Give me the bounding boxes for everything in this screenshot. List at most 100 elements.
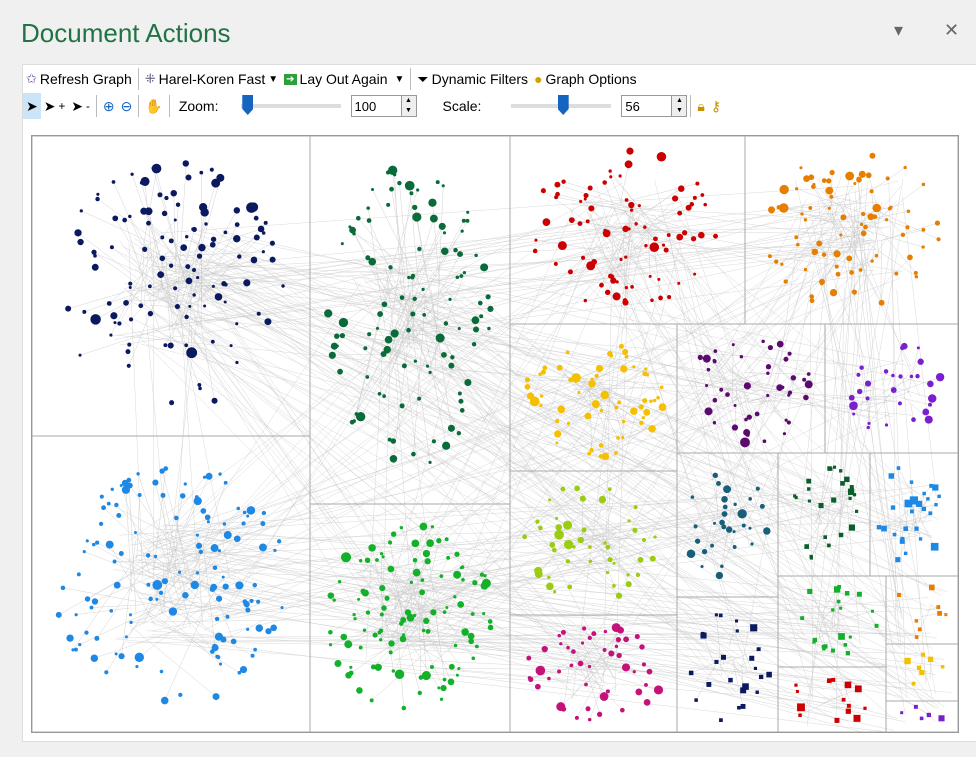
graph-vertex[interactable] <box>823 644 828 649</box>
graph-vertex[interactable] <box>577 221 583 227</box>
graph-vertex[interactable] <box>588 205 595 212</box>
graph-vertex[interactable] <box>591 258 598 265</box>
graph-vertex[interactable] <box>553 590 557 594</box>
graph-vertex[interactable] <box>934 220 941 226</box>
graph-vertex[interactable] <box>263 220 268 225</box>
graph-vertex[interactable] <box>808 206 813 210</box>
graph-vertex[interactable] <box>169 400 175 406</box>
graph-vertex[interactable] <box>737 705 741 710</box>
graph-vertex[interactable] <box>848 394 855 401</box>
graph-vertex[interactable] <box>624 160 633 169</box>
graph-vertex[interactable] <box>126 477 132 483</box>
graph-vertex[interactable] <box>579 199 583 204</box>
graph-vertex[interactable] <box>155 597 159 601</box>
graph-vertex[interactable] <box>448 297 452 302</box>
graph-vertex[interactable] <box>241 521 246 526</box>
graph-vertex[interactable] <box>404 180 415 191</box>
graph-vertex[interactable] <box>439 223 444 227</box>
graph-vertex[interactable] <box>242 510 247 515</box>
graph-vertex[interactable] <box>158 590 164 595</box>
graph-vertex[interactable] <box>566 645 570 650</box>
graph-vertex[interactable] <box>94 635 100 641</box>
graph-vertex[interactable] <box>700 565 704 569</box>
graph-vertex[interactable] <box>137 492 142 497</box>
graph-vertex[interactable] <box>253 234 260 241</box>
graph-vertex[interactable] <box>826 178 832 184</box>
scale-slider-thumb[interactable] <box>557 95 569 115</box>
graph-vertex[interactable] <box>574 715 579 720</box>
graph-vertex[interactable] <box>109 333 113 337</box>
graph-vertex[interactable] <box>409 580 414 584</box>
graph-vertex[interactable] <box>659 385 664 390</box>
graph-vertex[interactable] <box>349 419 355 425</box>
graph-vertex[interactable] <box>195 571 200 575</box>
graph-vertex[interactable] <box>600 390 609 400</box>
graph-vertex[interactable] <box>462 270 467 275</box>
graph-vertex[interactable] <box>340 633 348 641</box>
graph-vertex[interactable] <box>270 624 277 632</box>
graph-vertex[interactable] <box>474 644 479 649</box>
graph-vertex[interactable] <box>605 544 611 550</box>
graph-vertex[interactable] <box>440 684 447 692</box>
graph-vertex[interactable] <box>90 314 101 325</box>
graph-vertex[interactable] <box>658 295 663 301</box>
graph-vertex[interactable] <box>688 670 694 676</box>
graph-vertex[interactable] <box>428 460 432 465</box>
graph-vertex[interactable] <box>821 645 826 649</box>
graph-vertex[interactable] <box>826 678 832 684</box>
graph-vertex[interactable] <box>872 203 882 213</box>
graph-vertex[interactable] <box>833 250 841 258</box>
graph-vertex[interactable] <box>345 671 352 679</box>
graph-vertex[interactable] <box>324 309 333 318</box>
graph-vertex[interactable] <box>91 598 99 605</box>
graph-vertex[interactable] <box>210 236 217 242</box>
graph-vertex[interactable] <box>222 522 227 526</box>
graph-vertex[interactable] <box>750 624 758 632</box>
graph-vertex[interactable] <box>565 559 571 564</box>
graph-vertex[interactable] <box>487 619 493 624</box>
graph-vertex[interactable] <box>390 531 397 537</box>
graph-vertex[interactable] <box>448 663 455 670</box>
graph-vertex[interactable] <box>689 201 695 207</box>
graph-vertex[interactable] <box>112 559 117 564</box>
graph-vertex[interactable] <box>404 609 412 616</box>
graph-vertex[interactable] <box>710 543 714 548</box>
graph-vertex[interactable] <box>447 424 455 432</box>
graph-vertex[interactable] <box>223 230 228 235</box>
graph-vertex[interactable] <box>467 632 475 640</box>
graph-vertex[interactable] <box>587 717 592 722</box>
graph-vertex[interactable] <box>113 581 121 589</box>
graph-vertex[interactable] <box>914 274 919 279</box>
graph-vertex[interactable] <box>856 176 860 180</box>
graph-vertex[interactable] <box>210 583 218 591</box>
graph-vertex[interactable] <box>366 206 370 210</box>
graph-vertex[interactable] <box>723 485 731 494</box>
graph-vertex[interactable] <box>602 229 611 238</box>
graph-vertex[interactable] <box>644 682 648 687</box>
graph-vertex[interactable] <box>230 638 237 645</box>
graph-vertex[interactable] <box>588 559 593 564</box>
graph-vertex[interactable] <box>129 620 133 625</box>
graph-vertex[interactable] <box>379 584 386 592</box>
graph-vertex[interactable] <box>698 231 705 239</box>
graph-vertex[interactable] <box>643 225 647 229</box>
graph-vertex[interactable] <box>167 342 174 349</box>
graph-vertex[interactable] <box>829 288 838 297</box>
graph-vertex[interactable] <box>479 572 485 577</box>
graph-vertex[interactable] <box>388 640 395 647</box>
graph-vertex[interactable] <box>579 495 586 502</box>
graph-vertex[interactable] <box>211 178 221 188</box>
graph-vertex[interactable] <box>401 705 407 711</box>
graph-vertex[interactable] <box>596 711 603 717</box>
graph-vertex[interactable] <box>807 588 813 594</box>
graph-vertex[interactable] <box>617 400 622 405</box>
graph-vertex[interactable] <box>460 229 464 233</box>
graph-vertex[interactable] <box>648 274 652 278</box>
graph-vertex[interactable] <box>387 565 395 573</box>
graph-vertex[interactable] <box>658 403 667 411</box>
graph-vertex[interactable] <box>253 215 259 221</box>
graph-vertex[interactable] <box>82 309 87 314</box>
graph-vertex[interactable] <box>133 531 137 535</box>
graph-vertex[interactable] <box>632 670 636 674</box>
graph-vertex[interactable] <box>845 651 850 656</box>
